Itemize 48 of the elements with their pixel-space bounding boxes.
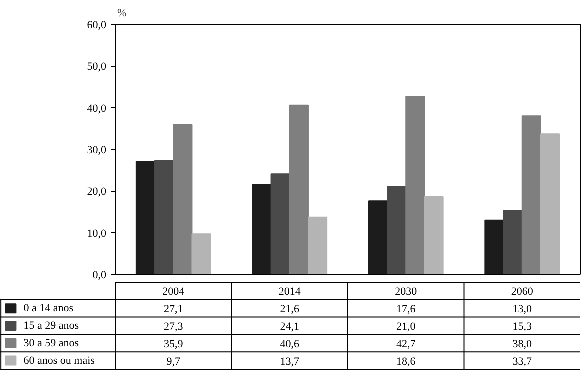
y-tick-label: 30,0 bbox=[87, 144, 107, 156]
bar bbox=[522, 116, 542, 274]
y-axis-title: % bbox=[118, 8, 127, 20]
data-label: 27,1 bbox=[164, 304, 184, 316]
bar bbox=[484, 220, 504, 274]
y-tick-label: 0,0 bbox=[92, 270, 107, 282]
y-tick-label: 50,0 bbox=[87, 61, 107, 74]
data-label: 40,6 bbox=[280, 338, 300, 350]
y-tick-label: 60,0 bbox=[87, 20, 107, 32]
bar bbox=[540, 134, 560, 274]
data-label: 24,1 bbox=[280, 321, 300, 334]
data-label: 15,3 bbox=[512, 321, 532, 334]
bar bbox=[406, 96, 426, 274]
bar bbox=[136, 161, 156, 274]
legend-label: 15 a 29 anos bbox=[24, 320, 80, 332]
bar bbox=[503, 210, 523, 274]
x-tick-label: 2014 bbox=[278, 286, 302, 298]
data-label: 35,9 bbox=[164, 338, 184, 350]
bar bbox=[387, 186, 407, 274]
bar bbox=[192, 234, 212, 274]
bar bbox=[154, 160, 174, 274]
data-label: 18,6 bbox=[396, 356, 416, 368]
data-label: 17,6 bbox=[396, 304, 416, 316]
bar bbox=[424, 196, 444, 274]
x-tick-label: 2004 bbox=[162, 286, 186, 298]
data-label: 27,3 bbox=[164, 321, 184, 334]
legend-label: 60 anos ou mais bbox=[24, 354, 95, 367]
bar bbox=[308, 216, 328, 274]
x-tick-label: 2030 bbox=[395, 286, 418, 298]
bar bbox=[289, 104, 309, 274]
y-tick-label: 40,0 bbox=[87, 102, 107, 115]
data-label: 21,0 bbox=[396, 321, 416, 334]
data-label: 42,7 bbox=[396, 338, 416, 350]
x-tick-label: 2060 bbox=[511, 286, 534, 298]
data-label: 13,7 bbox=[280, 356, 300, 368]
data-label: 21,6 bbox=[280, 304, 300, 316]
data-label: 38,0 bbox=[512, 338, 532, 350]
data-label: 9,7 bbox=[166, 356, 181, 368]
legend-label: 0 a 14 anos bbox=[24, 302, 74, 315]
data-label: 33,7 bbox=[512, 356, 532, 368]
y-tick-label: 20,0 bbox=[87, 186, 107, 198]
legend-label: 30 a 59 anos bbox=[24, 337, 80, 350]
bar bbox=[368, 200, 388, 274]
data-label: 13,0 bbox=[512, 304, 532, 316]
bar bbox=[173, 124, 193, 274]
bar bbox=[270, 174, 290, 274]
bar bbox=[252, 184, 272, 274]
y-tick-label: 10,0 bbox=[87, 228, 107, 240]
